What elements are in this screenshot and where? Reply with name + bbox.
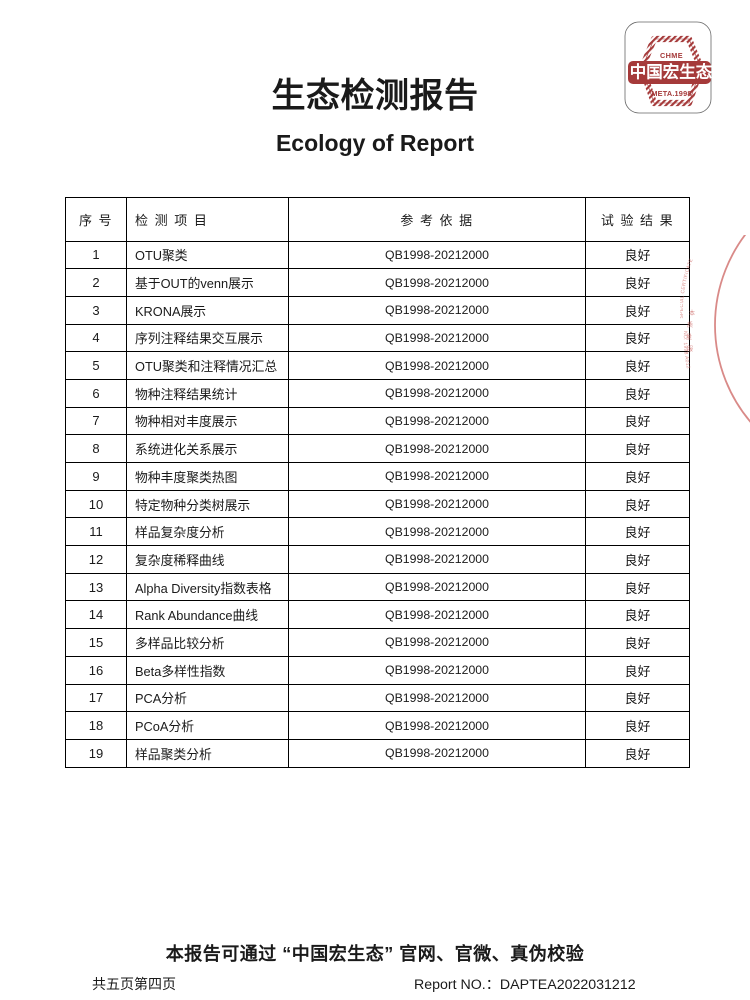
- svg-text:SPECIAL CERTIFICATE: SPECIAL CERTIFICATE: [680, 257, 695, 318]
- svg-text:CHME: CHME: [660, 51, 683, 60]
- svg-text:本: 本: [689, 309, 695, 317]
- svg-text:中国宏生态: 中国宏生态: [630, 62, 712, 82]
- svg-text:服: 服: [687, 346, 693, 353]
- svg-text:质: 质: [687, 321, 693, 329]
- svg-text:量: 量: [686, 334, 692, 341]
- svg-text:META.1998: META.1998: [651, 89, 691, 98]
